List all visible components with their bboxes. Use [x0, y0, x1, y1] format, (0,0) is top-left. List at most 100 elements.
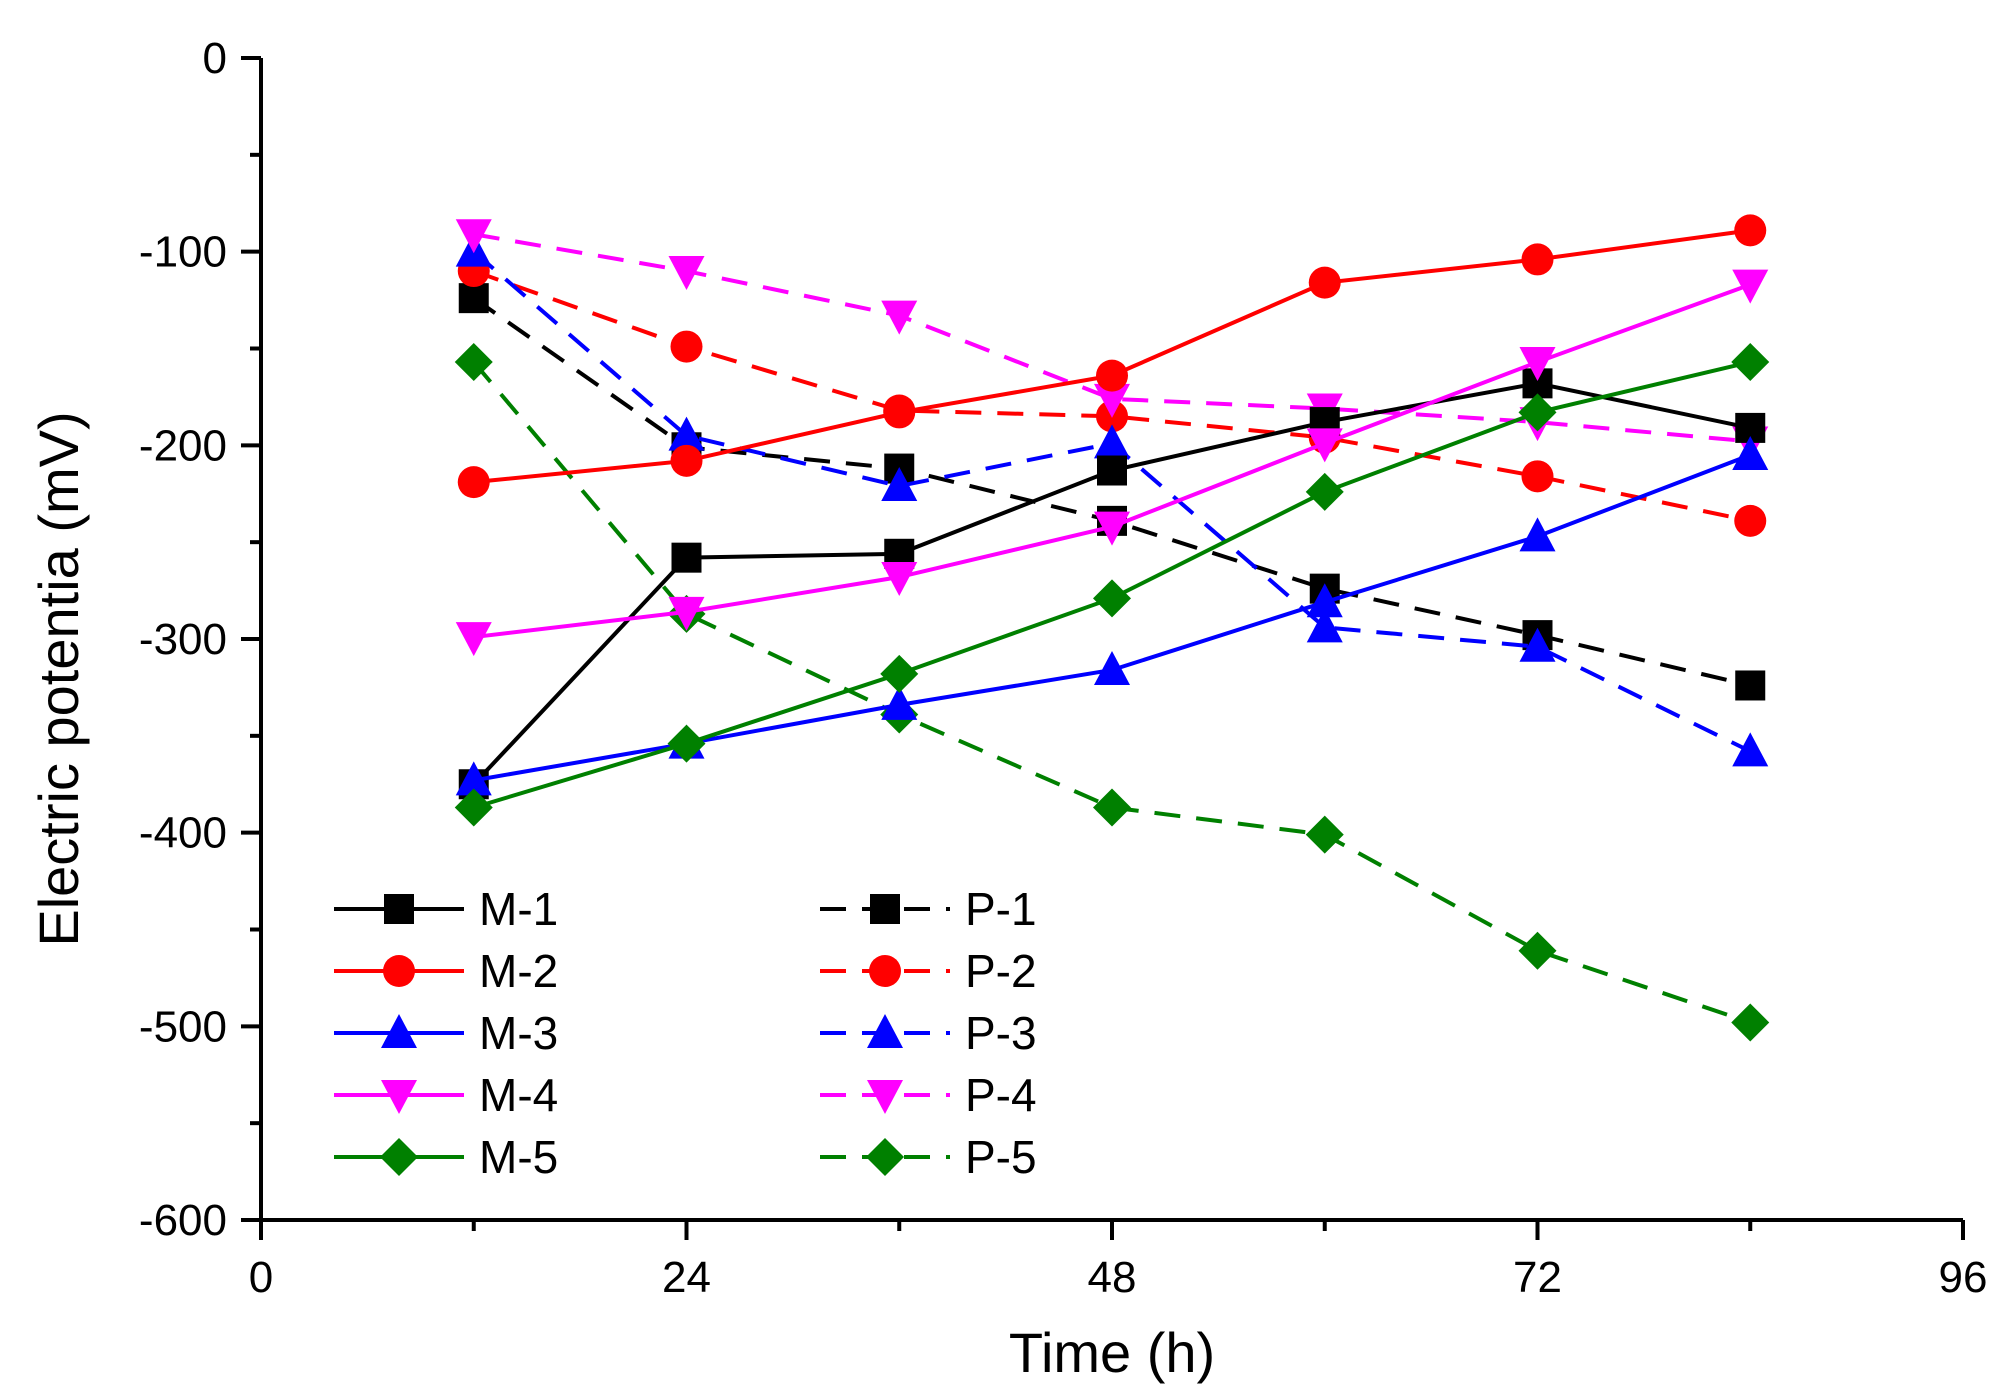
series-m-2	[457, 214, 1767, 499]
data-point-p-5	[1093, 788, 1131, 827]
legend-item-m-2: M-2	[334, 945, 558, 997]
legend-label-m-3: M-3	[479, 1007, 558, 1059]
data-point-p-3	[1094, 424, 1130, 459]
data-point-p-1	[458, 283, 489, 314]
data-point-m-4	[1306, 428, 1343, 463]
x-tick-label: 0	[249, 1253, 273, 1302]
data-point-p-5	[1731, 1003, 1770, 1042]
legend-label-p-3: P-3	[965, 1007, 1037, 1059]
series-m-4	[455, 269, 1769, 657]
data-point-p-4	[668, 256, 705, 291]
data-point-m-3	[1519, 517, 1556, 552]
series-m-5	[454, 343, 1770, 827]
data-point-m-3	[1732, 436, 1769, 471]
legend-label-m-2: M-2	[479, 945, 558, 997]
legend-marker-m-2	[383, 955, 415, 987]
data-point-p-5	[454, 343, 493, 382]
legend-label-p-4: P-4	[965, 1069, 1037, 1121]
data-point-m-2	[1308, 266, 1341, 299]
data-point-m-1	[1097, 455, 1127, 486]
y-tick-label: -600	[139, 1196, 227, 1245]
data-point-m-3	[1306, 583, 1343, 618]
data-point-p-3	[1306, 608, 1343, 643]
legend-item-p-2: P-2	[820, 945, 1037, 997]
data-point-m-5	[880, 654, 919, 693]
data-point-m-5	[1093, 579, 1131, 618]
data-point-p-3	[1732, 732, 1769, 767]
y-tick-label: -500	[139, 1002, 227, 1051]
axes: 0 -100 -200 -300 -400 -500 -600 0 24 48 72 96	[139, 34, 1988, 1302]
series-p-1	[458, 283, 1766, 701]
legend-marker-m-5	[380, 1138, 418, 1176]
data-point-m-5	[1305, 472, 1344, 511]
legend-marker-p-5	[866, 1138, 904, 1176]
legend-item-m-5: M-5	[334, 1131, 558, 1183]
series-p-3	[455, 232, 1769, 767]
data-point-p-4	[455, 219, 492, 254]
data-point-m-4	[881, 562, 918, 597]
legend-label-m-4: M-4	[479, 1069, 558, 1121]
y-axis-title: Electric potentia (mV)	[27, 411, 90, 946]
y-tick-label: 0	[203, 34, 227, 83]
data-point-m-5	[1518, 393, 1557, 432]
y-tick-label: -200	[139, 421, 227, 470]
legend-label-p-1: P-1	[965, 883, 1037, 935]
data-point-p-2	[1521, 460, 1554, 493]
data-point-p-3	[881, 467, 918, 502]
data-point-p-3	[668, 416, 705, 451]
legend-marker-p-3	[867, 1014, 903, 1048]
data-point-m-4	[455, 622, 492, 657]
y-tick-label: -100	[139, 228, 227, 277]
data-point-m-4	[668, 596, 705, 631]
data-point-p-3	[1519, 627, 1556, 662]
y-tick-label: -400	[139, 809, 227, 858]
x-tick-label: 24	[662, 1253, 711, 1302]
data-point-m-2	[1521, 243, 1554, 276]
data-point-m-2	[1734, 214, 1767, 247]
series-line-m-3	[473, 453, 1751, 783]
data-point-m-3	[881, 685, 918, 720]
legend-item-p-5: P-5	[820, 1131, 1037, 1183]
legend-marker-p-4	[867, 1080, 903, 1114]
data-point-m-4	[1094, 511, 1130, 546]
data-point-m-2	[1096, 359, 1128, 392]
legend-item-m-1: M-1	[334, 883, 558, 935]
data-point-m-2	[670, 444, 703, 477]
legend-item-p-3: P-3	[820, 1007, 1037, 1059]
data-point-m-5	[1731, 343, 1770, 382]
data-point-m-3	[1094, 650, 1130, 685]
data-point-p-4	[1094, 383, 1130, 418]
y-tick-label: -300	[139, 615, 227, 664]
legend-label-p-5: P-5	[965, 1131, 1037, 1183]
x-tick-label: 72	[1513, 1253, 1562, 1302]
data-point-p-2	[1734, 504, 1767, 537]
data-point-m-1	[671, 542, 702, 573]
series-layer	[454, 214, 1770, 1042]
data-point-m-5	[454, 788, 493, 827]
legend-marker-m-4	[381, 1080, 417, 1114]
data-point-p-5	[1305, 815, 1344, 854]
data-point-m-4	[1732, 269, 1769, 304]
data-point-p-2	[670, 330, 703, 363]
legend-marker-m-3	[381, 1014, 417, 1048]
data-point-p-5	[1518, 931, 1557, 970]
legend-item-p-4: P-4	[820, 1069, 1037, 1121]
legend-item-m-4: M-4	[334, 1069, 558, 1121]
data-point-m-2	[457, 466, 490, 499]
data-point-p-1	[1735, 670, 1766, 701]
data-point-m-5	[667, 724, 706, 763]
legend-label-p-2: P-2	[965, 945, 1037, 997]
x-axis-title: Time (h)	[1009, 1321, 1215, 1384]
legend-marker-m-1	[384, 894, 414, 924]
data-point-m-4	[1519, 347, 1556, 382]
legend-item-m-3: M-3	[334, 1007, 558, 1059]
x-tick-label: 48	[1088, 1253, 1137, 1302]
data-point-m-2	[883, 396, 916, 429]
legend-item-p-1: P-1	[820, 883, 1037, 935]
data-point-m-3	[455, 761, 492, 796]
legend-label-m-5: M-5	[479, 1131, 558, 1183]
legend-marker-p-2	[869, 955, 901, 987]
x-tick-label: 96	[1939, 1253, 1988, 1302]
legend: M-1 M-2 M-3 M-4 M-5 P-1 P-2 P-3 P-4 P-5	[334, 883, 1037, 1183]
